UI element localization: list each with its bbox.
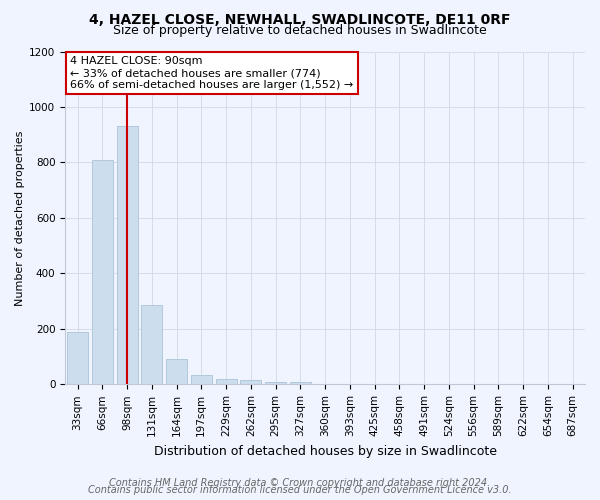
Bar (290, 382, 311, 384)
Text: 4, HAZEL CLOSE, NEWHALL, SWADLINCOTE, DE11 0RF: 4, HAZEL CLOSE, NEWHALL, SWADLINCOTE, DE… (89, 12, 511, 26)
Bar (240, 380, 262, 384)
Bar (141, 306, 163, 384)
Text: 4 HAZEL CLOSE: 90sqm
← 33% of detached houses are smaller (774)
66% of semi-deta: 4 HAZEL CLOSE: 90sqm ← 33% of detached h… (70, 56, 353, 90)
Bar (215, 379, 236, 384)
Bar (116, 126, 137, 384)
Text: Size of property relative to detached houses in Swadlincote: Size of property relative to detached ho… (113, 24, 487, 37)
Bar (67, 332, 88, 384)
Bar (92, 160, 113, 384)
Bar (265, 382, 286, 384)
Y-axis label: Number of detached properties: Number of detached properties (15, 130, 25, 306)
X-axis label: Distribution of detached houses by size in Swadlincote: Distribution of detached houses by size … (154, 444, 497, 458)
Text: Contains HM Land Registry data © Crown copyright and database right 2024.: Contains HM Land Registry data © Crown c… (109, 478, 491, 488)
Bar (191, 374, 212, 384)
Bar (166, 360, 187, 384)
Text: Contains public sector information licensed under the Open Government Licence v3: Contains public sector information licen… (88, 485, 512, 495)
